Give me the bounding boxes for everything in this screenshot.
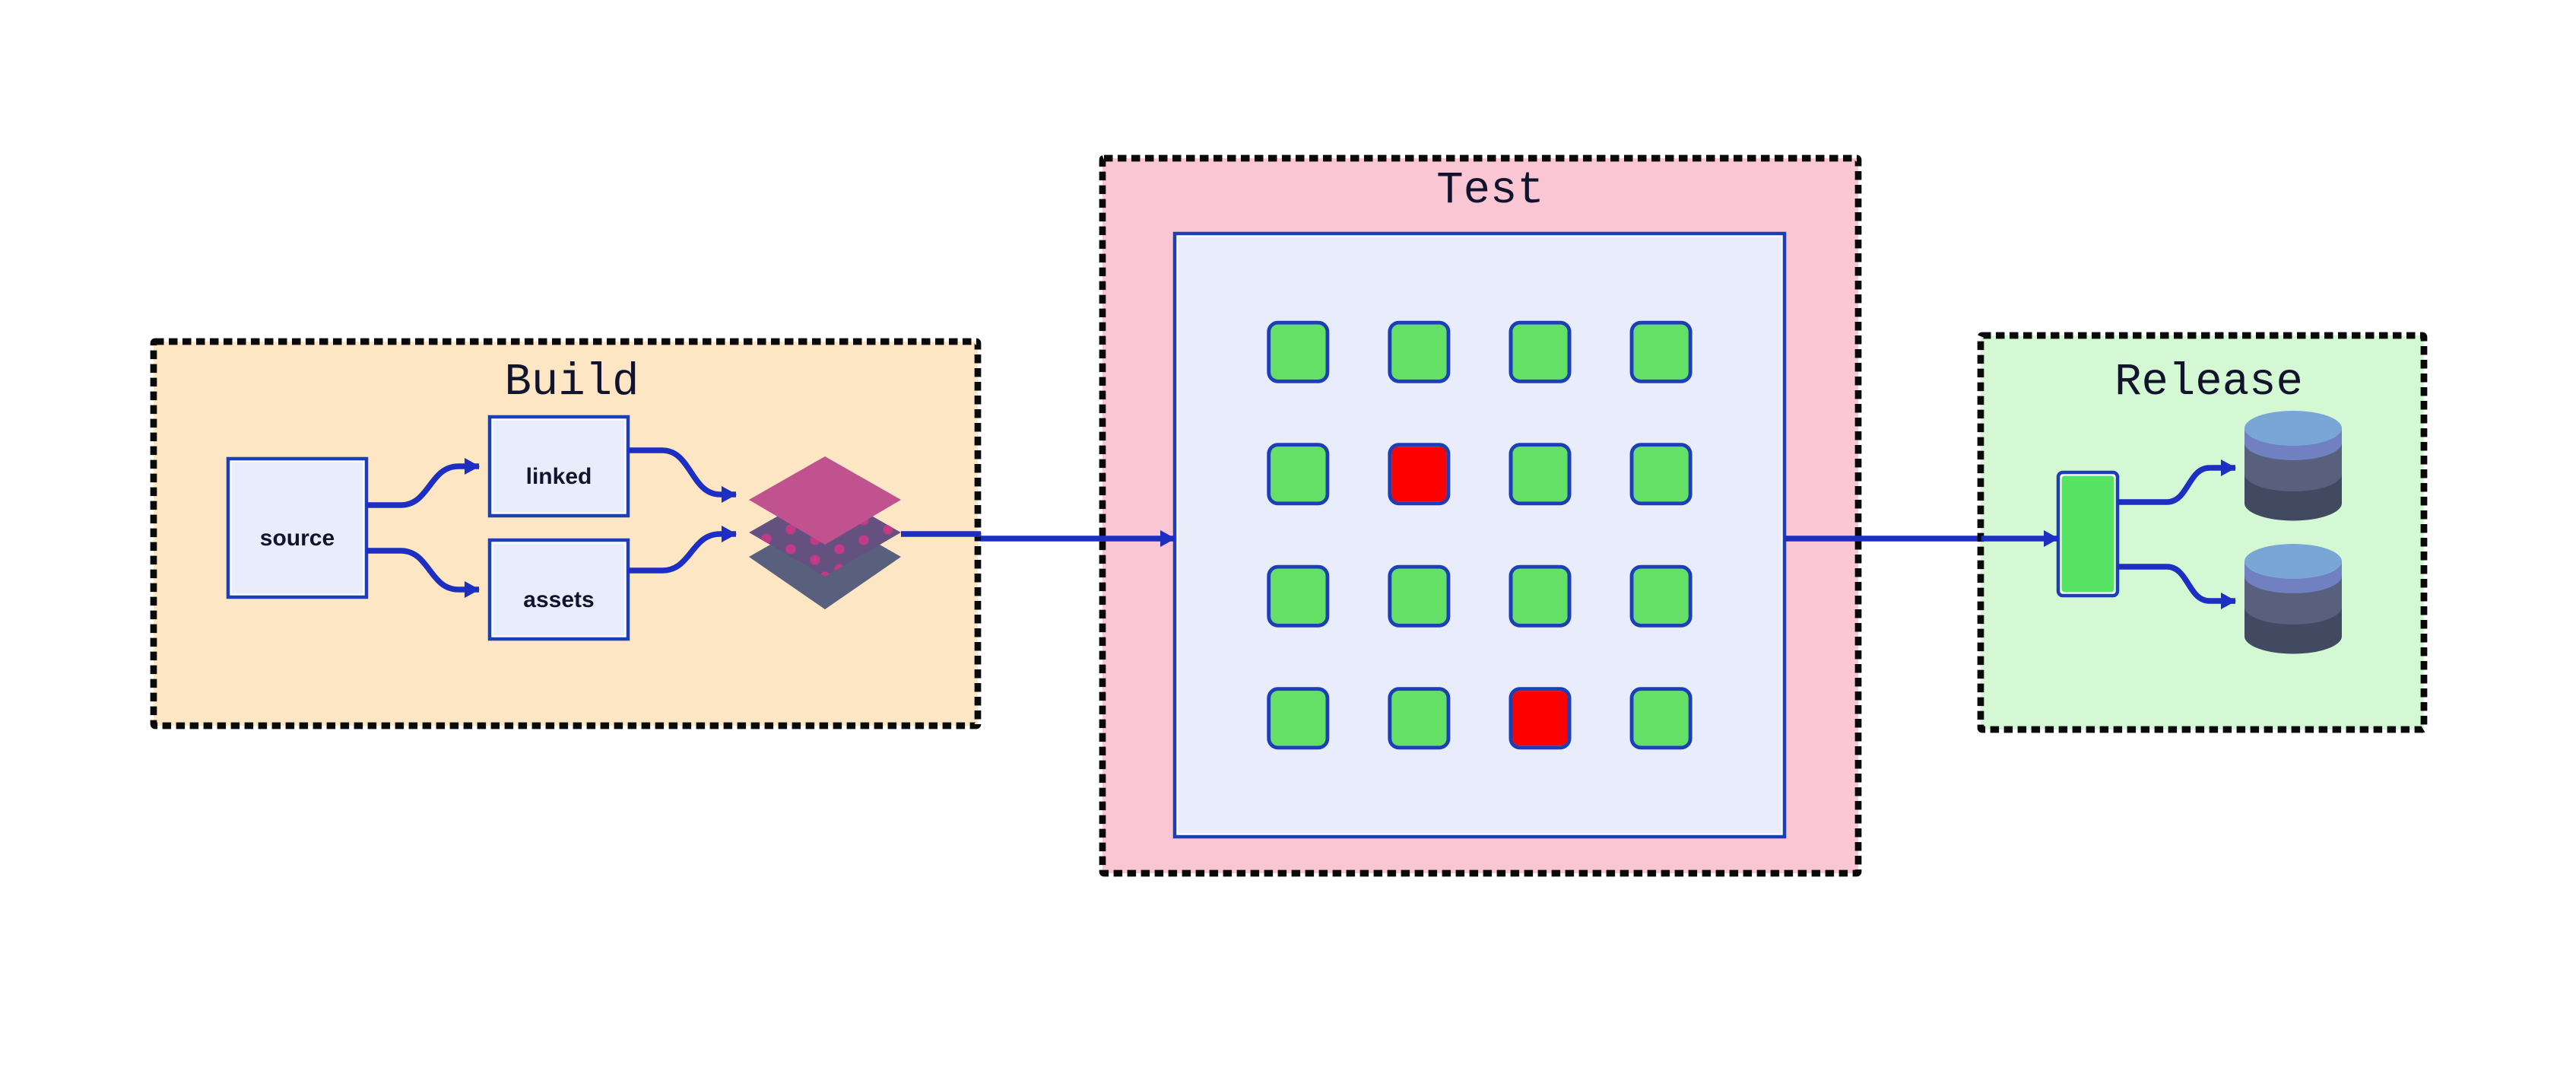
svg-text:source: source bbox=[260, 526, 335, 551]
svg-text:Release: Release bbox=[2114, 357, 2303, 408]
svg-text:Test: Test bbox=[1436, 165, 1544, 216]
svg-text:linked: linked bbox=[526, 464, 592, 489]
svg-text:Build: Build bbox=[504, 357, 639, 408]
svg-text:assets: assets bbox=[523, 587, 594, 612]
